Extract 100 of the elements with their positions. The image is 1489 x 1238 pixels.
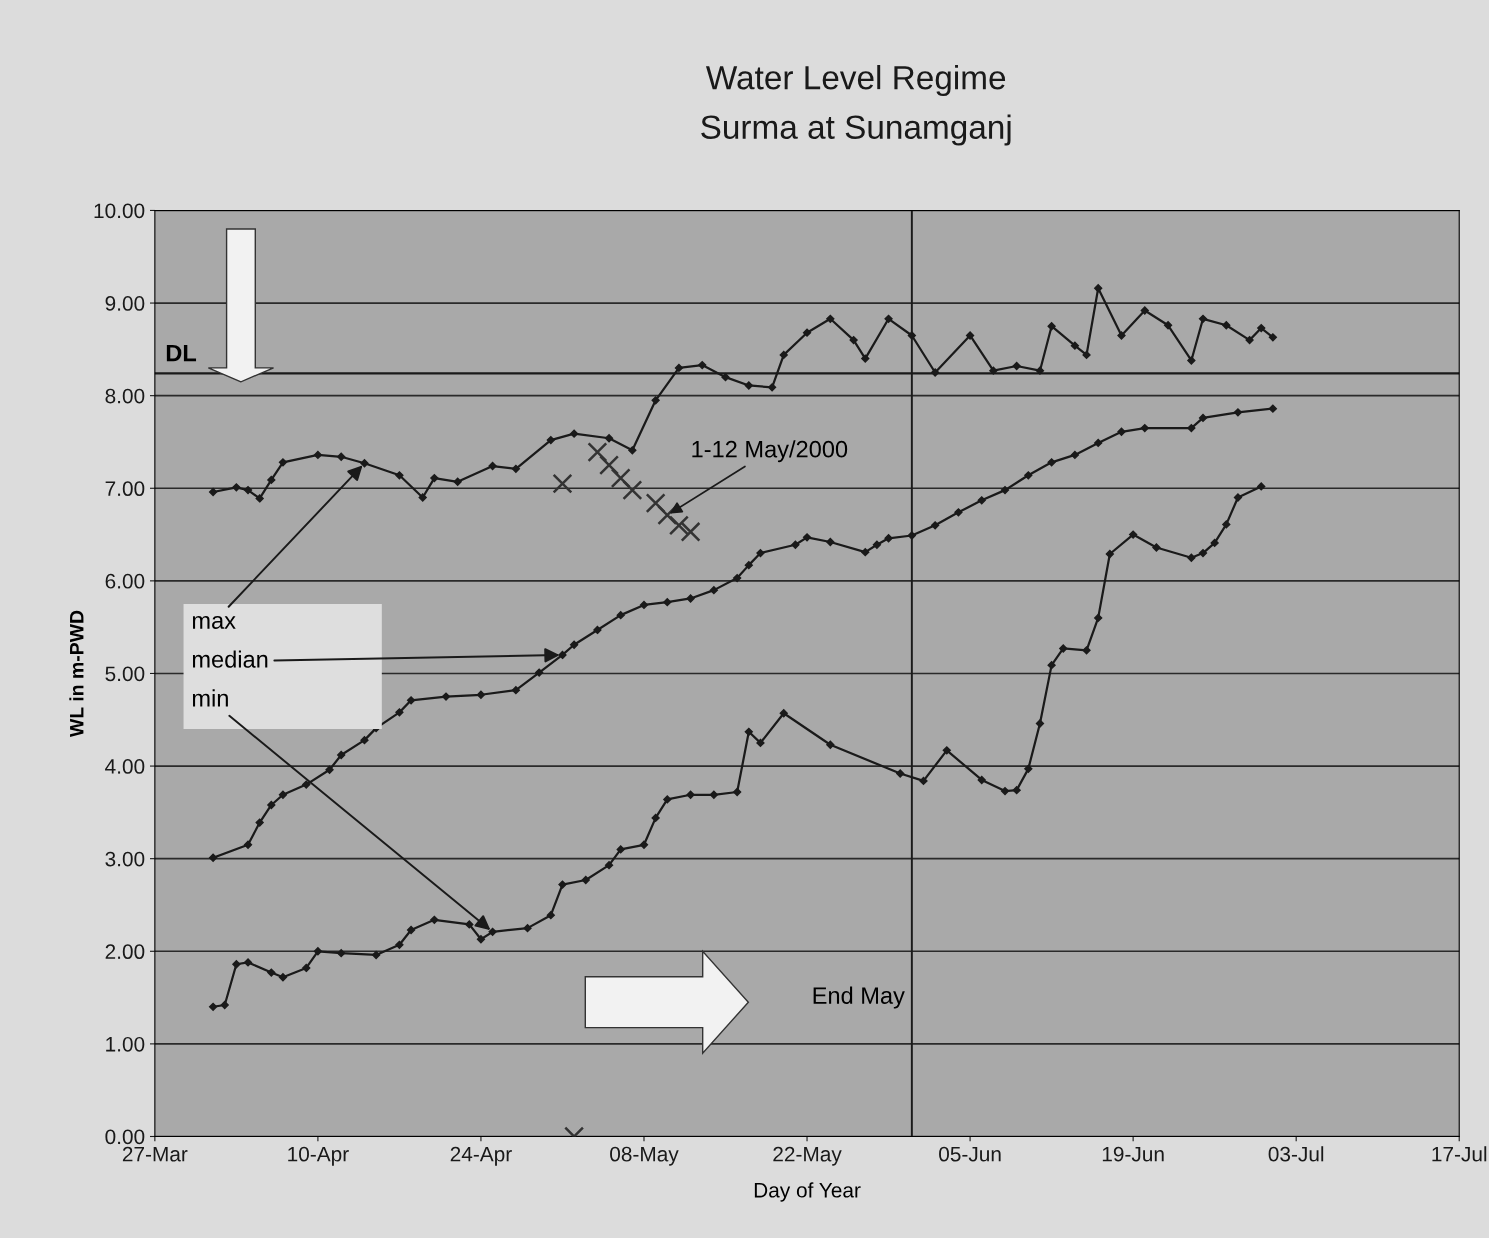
point [232, 483, 241, 492]
point [476, 690, 486, 699]
point [849, 335, 858, 345]
point [220, 1000, 229, 1010]
point [826, 537, 835, 547]
point [208, 853, 218, 862]
point [989, 366, 998, 375]
x-tick-label: 08-May [610, 1146, 679, 1166]
point [744, 560, 753, 570]
point [1140, 423, 1149, 433]
point [1257, 482, 1266, 491]
point [1140, 306, 1149, 315]
x-tick-label: 17-Jul [1432, 1146, 1487, 1162]
point [465, 920, 474, 929]
point [1070, 450, 1080, 460]
point [1233, 408, 1243, 417]
point [674, 363, 684, 373]
point [872, 540, 882, 549]
text: median [192, 650, 268, 668]
point [302, 963, 311, 973]
y-axis-title: WL in m-PWD [69, 610, 84, 738]
series-label: 1-12 May/2000 [692, 440, 848, 463]
point [395, 471, 404, 480]
point [395, 940, 404, 949]
point [721, 373, 730, 382]
point [861, 354, 870, 363]
point [406, 925, 416, 935]
point [616, 610, 625, 620]
point [208, 1002, 218, 1011]
point [1210, 538, 1219, 548]
point [651, 813, 660, 823]
point [610, 468, 631, 489]
point [535, 668, 544, 677]
point [337, 750, 346, 760]
point [1047, 458, 1056, 467]
point [1187, 423, 1196, 433]
point [698, 360, 707, 370]
point [1000, 786, 1010, 796]
point [325, 765, 334, 774]
point [599, 455, 620, 476]
point [861, 548, 870, 557]
point [255, 818, 264, 827]
point [1187, 356, 1196, 365]
point [1012, 361, 1021, 371]
point [680, 521, 701, 542]
point [476, 935, 486, 944]
point [1024, 471, 1033, 480]
x-tick-label: 22-May [773, 1146, 842, 1166]
point [337, 452, 346, 461]
x-tick-label: 24-Apr [450, 1146, 512, 1166]
y-tick-label: 1.00 [106, 1036, 145, 1052]
point [1094, 438, 1103, 448]
point [569, 429, 579, 438]
point [1187, 553, 1196, 562]
ref-line-label: End May [813, 986, 905, 1009]
x-tick-label: 03-Jul [1268, 1146, 1324, 1162]
point [709, 790, 719, 799]
point [604, 434, 614, 443]
point [1082, 350, 1091, 360]
y-tick-label: 0.00 [105, 1129, 145, 1145]
y-tick-label: 6.00 [105, 573, 145, 589]
point [395, 708, 404, 717]
point [663, 795, 672, 804]
point [337, 948, 346, 958]
text: min [192, 689, 228, 707]
point [313, 450, 323, 460]
text: max [192, 615, 236, 629]
point [313, 947, 323, 956]
point [1012, 786, 1021, 795]
point [639, 600, 649, 610]
point [243, 485, 253, 495]
point [663, 598, 672, 607]
point [744, 381, 753, 390]
point [1117, 331, 1126, 340]
point [558, 880, 567, 889]
point [430, 915, 439, 924]
x-tick-label: 05-Jun [939, 1146, 1001, 1162]
point [896, 769, 905, 778]
point [1198, 413, 1208, 423]
point [965, 331, 975, 340]
point [587, 442, 608, 463]
point [208, 487, 218, 497]
point [569, 640, 579, 649]
point [1222, 520, 1231, 529]
point [1082, 646, 1091, 655]
point [278, 458, 288, 467]
point [1094, 613, 1103, 623]
point [639, 840, 649, 849]
y-tick-label: 7.00 [105, 481, 145, 497]
point [453, 477, 462, 486]
ref-line-label: DL [166, 344, 197, 362]
point [791, 540, 800, 549]
point [733, 787, 742, 797]
point [1268, 404, 1278, 413]
point [1059, 644, 1068, 653]
point [733, 573, 742, 583]
point [371, 950, 381, 960]
point [1198, 314, 1208, 323]
point [657, 505, 678, 526]
y-tick-label: 9.00 [105, 296, 145, 311]
